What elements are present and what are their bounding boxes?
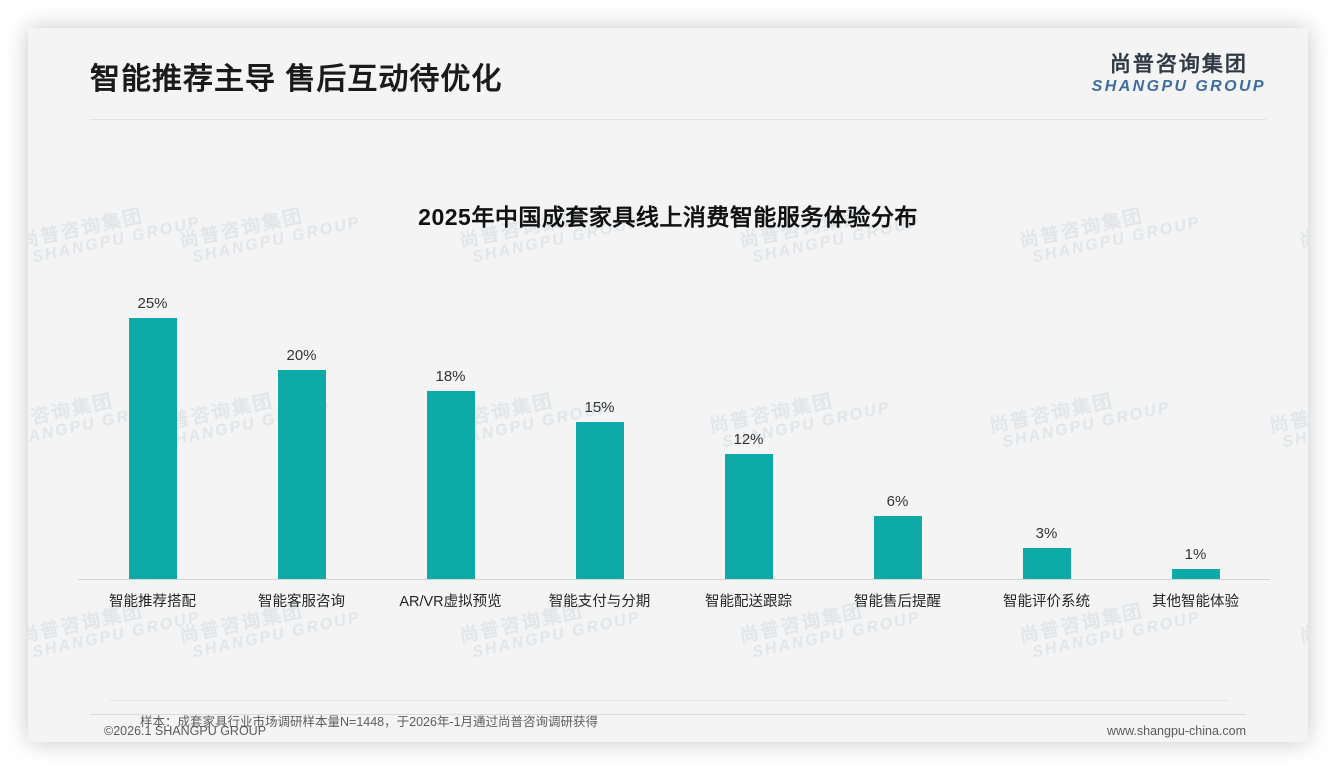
bar-value-label: 20% bbox=[286, 347, 317, 365]
bar-value-label: 12% bbox=[733, 430, 764, 448]
bar-column[interactable]: 1% bbox=[1121, 280, 1270, 579]
watermark-cn: 尚普咨询集团 bbox=[1297, 600, 1308, 648]
page-title: 智能推荐主导 售后互动待优化 bbox=[90, 63, 503, 96]
watermark-en: SHANGPU GROUP bbox=[470, 608, 643, 662]
bar-rect[interactable] bbox=[426, 391, 475, 579]
bar-column[interactable]: 25% bbox=[78, 280, 227, 579]
sample-footnote: 样本：成套家具行业市场调研样本量N=1448，于2026年-1月通过尚普咨询调研… bbox=[140, 715, 599, 729]
bar-column[interactable]: 6% bbox=[823, 280, 972, 579]
bar-column[interactable]: 18% bbox=[376, 280, 525, 579]
bar-column[interactable]: 20% bbox=[227, 280, 376, 579]
footer-divider bbox=[90, 714, 1246, 715]
x-axis-label: 智能售后提醒 bbox=[854, 594, 941, 610]
x-axis-label: 其他智能体验 bbox=[1152, 594, 1239, 610]
bar-value-label: 3% bbox=[1035, 524, 1058, 542]
slide-header: 智能推荐主导 售后互动待优化 尚普咨询集团 SHANGPU GROUP bbox=[28, 28, 1308, 120]
bar-rect[interactable] bbox=[128, 317, 177, 579]
chart-title: 2025年中国成套家具线上消费智能服务体验分布 bbox=[418, 204, 918, 230]
bar-column[interactable]: 12% bbox=[674, 280, 823, 579]
x-axis-label: 智能客服咨询 bbox=[258, 594, 345, 610]
bar-series: 25% 20% 18% 15% 12% 6% 3% 1% bbox=[78, 280, 1270, 579]
bar-rect[interactable] bbox=[1171, 568, 1220, 579]
bar-column[interactable]: 3% bbox=[972, 280, 1121, 579]
bar-value-label: 1% bbox=[1184, 545, 1207, 563]
bar-value-label: 6% bbox=[886, 493, 909, 511]
x-axis-label: 智能配送跟踪 bbox=[705, 594, 792, 610]
bar-value-label: 25% bbox=[137, 294, 168, 312]
x-axis-line bbox=[78, 579, 1270, 580]
brand-logo-en: SHANGPU GROUP bbox=[1091, 77, 1266, 95]
watermark-en: SHANGPU GROUP bbox=[1280, 399, 1308, 452]
x-axis-label: 智能支付与分期 bbox=[548, 594, 651, 610]
x-axis-label: 智能评价系统 bbox=[1003, 594, 1090, 610]
watermark-en: SHANGPU GROUP bbox=[30, 608, 203, 662]
footer-website[interactable]: www.shangpu-china.com bbox=[1107, 724, 1246, 738]
brand-logo-cn: 尚普咨询集团 bbox=[1109, 53, 1248, 76]
bar-rect[interactable] bbox=[873, 516, 922, 579]
bar-value-label: 15% bbox=[584, 399, 615, 417]
bar-rect[interactable] bbox=[1022, 547, 1071, 579]
bar-value-label: 18% bbox=[435, 368, 466, 385]
watermark-en: SHANGPU GROUP bbox=[750, 608, 923, 662]
x-axis-label: AR/VR虚拟预览 bbox=[399, 594, 502, 610]
bar-chart-plot: 25% 20% 18% 15% 12% 6% 3% 1% bbox=[78, 280, 1270, 580]
footnote-divider bbox=[110, 700, 1228, 701]
x-axis-labels: 智能推荐搭配 智能客服咨询 AR/VR虚拟预览 智能支付与分期 智能配送跟踪 智能售后提醒… bbox=[78, 590, 1270, 611]
slide-card: 尚普咨询集团 SHANGPU GROUP 尚普咨询集团 SHANGPU GROUP 尚普… bbox=[28, 28, 1308, 742]
x-axis-label: 智能推荐搭配 bbox=[109, 594, 196, 610]
watermark-cn: 尚普咨询集团 bbox=[1267, 390, 1308, 438]
bar-rect[interactable] bbox=[277, 370, 326, 579]
watermark-en: SHANGPU GROUP bbox=[1030, 608, 1203, 662]
bar-column[interactable]: 15% bbox=[525, 280, 674, 579]
header-divider bbox=[90, 119, 1266, 120]
bar-rect[interactable] bbox=[575, 422, 624, 579]
slide-footer: ©2026.1 SHANGPU GROUP www.shangpu-china.… bbox=[28, 714, 1308, 742]
bar-rect[interactable] bbox=[724, 453, 773, 579]
brand-logo: 尚普咨询集团 SHANGPU GROUP bbox=[1091, 53, 1266, 95]
footer-copyright: ©2026.1 SHANGPU GROUP bbox=[104, 724, 267, 738]
watermark-en: SHANGPU GROUP bbox=[190, 608, 363, 662]
